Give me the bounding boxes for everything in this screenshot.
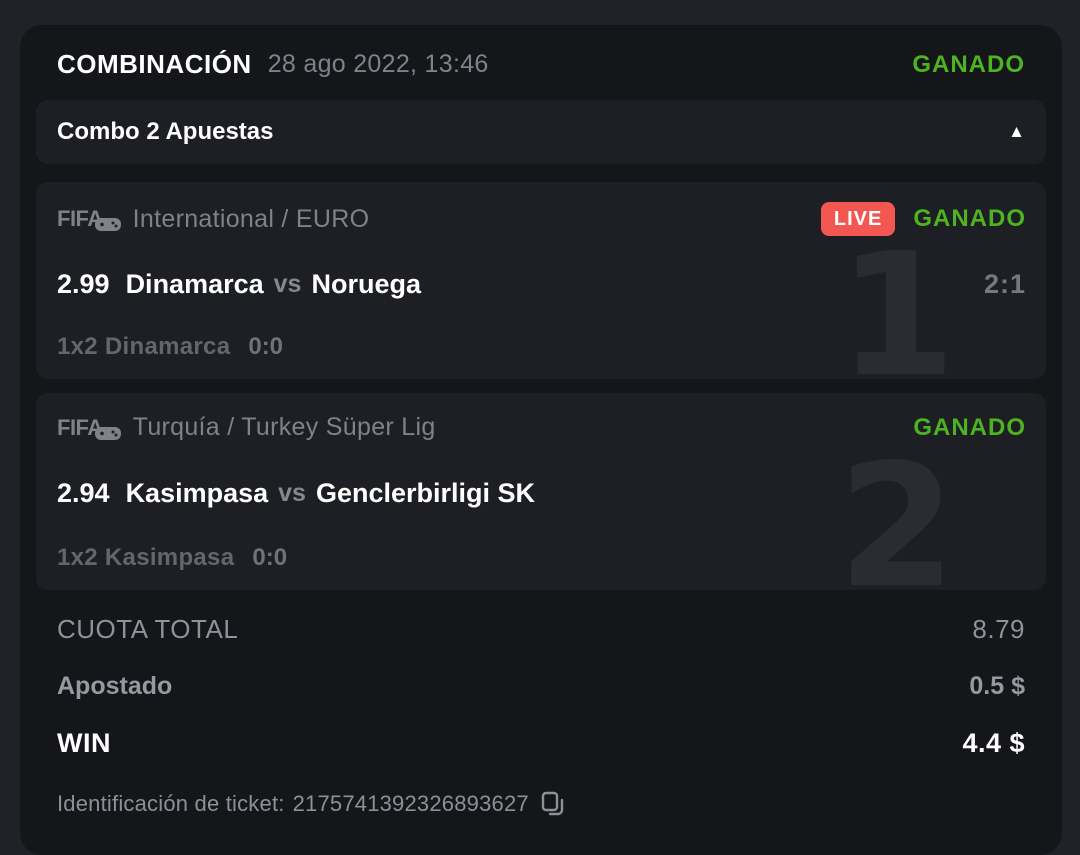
ticket-summary: CUOTA TOTAL 8.79 Apostado 0.5 $ WIN 4.4 … (36, 604, 1046, 817)
fifa-esports-icon: FIFA (57, 206, 121, 232)
bet-2-pick-row: 1x2 Kasimpasa 0:0 (57, 544, 1026, 572)
bet-2-index-watermark: 2 (837, 428, 956, 590)
win-row: WIN 4.4 $ (57, 728, 1025, 759)
bet-1-league-row: FIFA International / EURO LIVE GANADO (57, 202, 1026, 236)
bet-1-pick: 1x2 Dinamarca (57, 333, 231, 360)
bet-2-away-team: Genclerbirligi SK (315, 477, 536, 508)
bet-2-odds: 2.94 (57, 477, 110, 508)
bet-1-odds: 2.99 (57, 269, 110, 299)
ticket-id-value: 2175741392326893627 (292, 791, 529, 816)
vs-label: vs (273, 270, 302, 298)
bet-1-pick-score: 0:0 (248, 333, 284, 360)
bet-1-status: GANADO (913, 205, 1026, 232)
bet-2-pick-score: 0:0 (252, 544, 288, 571)
ticket-status-badge: GANADO (912, 50, 1025, 78)
stake-label: Apostado (57, 672, 173, 700)
bet-1-final-score: 2:1 (983, 269, 1026, 299)
fifa-esports-icon: FIFA (57, 415, 121, 441)
bet-2-pick: 1x2 Kasimpasa (57, 544, 235, 571)
bet-2-match-row: 2.94 Kasimpasa vs Genclerbirligi SK (57, 478, 1026, 509)
bet-2-status: GANADO (913, 413, 1026, 441)
vs-label: vs (278, 478, 306, 507)
total-odds-label: CUOTA TOTAL (57, 614, 239, 644)
chevron-up-icon[interactable]: ▲ (1008, 122, 1025, 141)
ticket-header: COMBINACIÓN 28 ago 2022, 13:46 GANADO (36, 25, 1046, 100)
stake-value: 0.5 $ (969, 672, 1025, 700)
ticket-type-title: COMBINACIÓN (57, 49, 252, 79)
bet-ticket-card: COMBINACIÓN 28 ago 2022, 13:46 GANADO Co… (20, 25, 1062, 855)
bet-1-away-team: Noruega (311, 269, 421, 299)
live-badge: LIVE (820, 202, 896, 236)
total-odds-value: 8.79 (972, 614, 1025, 644)
bet-2-league-row: FIFA Turquía / Turkey Süper Lig GANADO (57, 413, 1026, 442)
bet-1-match-row: 2.99 Dinamarca vs Noruega 2:1 (57, 269, 1026, 300)
bet-1-index-watermark: 1 (837, 217, 956, 379)
bet-card-1[interactable]: FIFA International / EURO LIVE GANADO 2.… (36, 182, 1046, 379)
win-value: 4.4 $ (962, 728, 1025, 758)
ticket-datetime: 28 ago 2022, 13:46 (267, 50, 489, 78)
combo-collapse-bar[interactable]: Combo 2 Apuestas ▲ (36, 100, 1046, 164)
ticket-id-label: Identificación de ticket: (57, 791, 285, 816)
win-label: WIN (57, 728, 111, 758)
bet-card-2[interactable]: FIFA Turquía / Turkey Süper Lig GANADO 2… (36, 393, 1046, 590)
copy-icon[interactable] (541, 791, 565, 817)
bet-1-pick-row: 1x2 Dinamarca 0:0 (57, 333, 1026, 361)
bet-1-home-team: Dinamarca (125, 269, 264, 299)
bet-2-home-team: Kasimpasa (125, 477, 269, 508)
bet-2-league: Turquía / Turkey Süper Lig (132, 413, 436, 441)
combo-label: Combo 2 Apuestas (57, 118, 274, 145)
ticket-id-row: Identificación de ticket: 21757413923268… (57, 791, 1025, 817)
stake-row: Apostado 0.5 $ (57, 672, 1025, 701)
total-odds-row: CUOTA TOTAL 8.79 (57, 614, 1025, 645)
bet-1-league: International / EURO (132, 204, 370, 233)
